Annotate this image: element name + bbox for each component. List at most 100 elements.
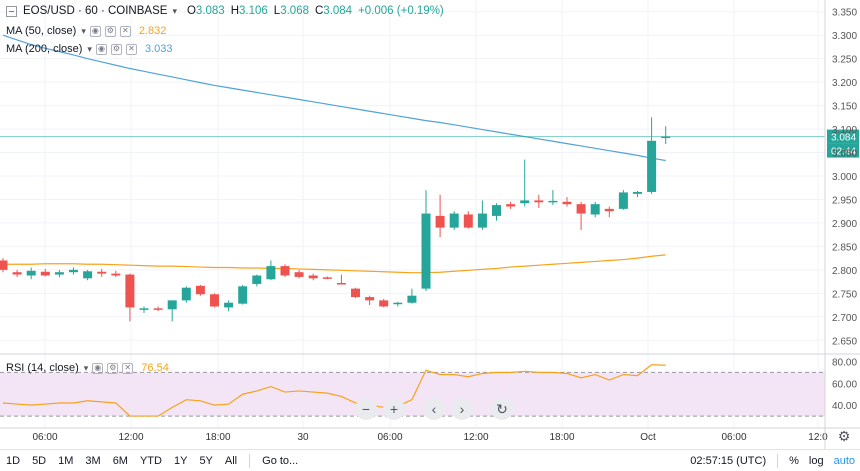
close-icon[interactable]: ✕	[119, 25, 131, 37]
range-5d-button[interactable]: 5D	[32, 454, 47, 467]
candle-body	[181, 287, 191, 301]
settings-icon[interactable]: ⚙	[110, 43, 122, 55]
close-icon[interactable]: ✕	[125, 43, 137, 55]
ma50-legend: MA (50, close) ▾ ◉ ⚙ ✕ 2.832	[6, 25, 166, 37]
goto-button[interactable]: Go to...	[262, 454, 299, 467]
candle-body	[562, 201, 572, 205]
close-label: C	[314, 5, 324, 17]
candle-body	[661, 136, 671, 139]
open-label: O	[186, 5, 196, 17]
symbol-legend: EOS/USD · 60 · COINBASE ▾ O3.083 H3.106 …	[6, 5, 444, 17]
high-label: H	[230, 5, 240, 17]
range-1m-button[interactable]: 1M	[58, 454, 74, 467]
close-value: 3.084	[323, 5, 353, 17]
candles	[0, 117, 671, 322]
ma200-legend: MA (200, close) ▾ ◉ ⚙ ✕ 3.033	[6, 43, 172, 55]
ma50-polyline	[3, 254, 666, 274]
range-3m-button[interactable]: 3M	[85, 454, 101, 467]
countdown-tag	[827, 143, 859, 158]
rsi-label[interactable]: RSI (14, close)	[6, 362, 79, 374]
price-tick-label: 2.750	[832, 289, 857, 300]
chevron-down-icon[interactable]: ▾	[87, 43, 92, 54]
candle-body	[224, 302, 234, 308]
candle-body	[210, 294, 219, 307]
clock-time[interactable]: 02:57:15 (UTC)	[690, 455, 767, 467]
candle-body	[54, 272, 64, 275]
last-price-line: 3.084 02:44	[0, 129, 859, 158]
zoom-out-button[interactable]: −	[355, 398, 377, 420]
candle-body	[336, 283, 346, 285]
eye-icon[interactable]: ◉	[92, 362, 104, 374]
candle-body	[506, 204, 516, 207]
symbol-title[interactable]: EOS/USD · 60 · COINBASE	[23, 5, 168, 17]
chevron-down-icon[interactable]: ▾	[172, 5, 177, 16]
ma50-label[interactable]: MA (50, close)	[6, 25, 77, 37]
zoom-in-button[interactable]: +	[383, 398, 405, 420]
candle-body	[633, 191, 642, 194]
candle-body	[379, 300, 389, 307]
divider	[777, 454, 779, 468]
candle-body	[26, 270, 36, 276]
scroll-right-button[interactable]: ›	[451, 398, 473, 420]
candle-body	[647, 140, 657, 192]
range-6m-button[interactable]: 6M	[112, 454, 128, 467]
percent-toggle[interactable]: %	[789, 455, 799, 467]
candle-body	[308, 275, 318, 279]
settings-icon[interactable]: ⚙	[107, 362, 119, 374]
time-tick-label: 06:00	[377, 432, 402, 443]
ma200-label[interactable]: MA (200, close)	[6, 43, 83, 55]
scroll-left-button[interactable]: ‹	[423, 398, 445, 420]
chevron-down-icon[interactable]: ▾	[83, 362, 89, 373]
last-price-tag	[827, 129, 859, 144]
candle-body	[463, 214, 473, 228]
open-value: 3.083	[195, 5, 225, 17]
candle-body	[492, 205, 501, 216]
candle-body	[266, 266, 276, 280]
rsi-tick-label: 60.00	[832, 379, 857, 390]
eye-icon[interactable]: ◉	[95, 43, 107, 55]
ma50-line	[3, 254, 666, 274]
chevron-down-icon[interactable]: ▾	[81, 25, 86, 36]
price-tick-label: 3.050	[832, 149, 857, 160]
divider	[249, 453, 251, 468]
candle-body	[12, 272, 22, 275]
log-toggle[interactable]: log	[808, 455, 824, 467]
time-tick-label: 12:00	[118, 432, 143, 443]
range-ytd-button[interactable]: YTD	[139, 454, 162, 467]
candle-body	[449, 213, 459, 228]
candle-body	[477, 213, 487, 228]
rsi-band-fill	[0, 372, 825, 417]
close-icon[interactable]: ✕	[122, 362, 134, 374]
range-all-button[interactable]: All	[224, 454, 238, 467]
price-tick-label: 2.950	[832, 195, 857, 206]
candle-body	[280, 266, 290, 276]
candle-body	[322, 277, 332, 279]
price-tick-label: 2.900	[832, 219, 857, 230]
candle-body	[435, 215, 445, 228]
candle-body	[69, 269, 78, 273]
range-1y-button[interactable]: 1Y	[173, 454, 188, 467]
candle-body	[393, 302, 403, 305]
rsi-line	[2, 364, 666, 417]
reset-chart-button[interactable]: ↻	[491, 398, 513, 420]
collapse-icon[interactable]	[6, 5, 17, 17]
price-tick-label: 2.800	[832, 266, 857, 277]
candle-body	[351, 288, 360, 298]
price-tick-label: 2.850	[832, 242, 857, 253]
range-5y-button[interactable]: 5Y	[199, 454, 213, 467]
settings-icon[interactable]: ⚙	[104, 25, 116, 37]
chart-settings-icon[interactable]: ⚙	[837, 427, 851, 444]
candle-body	[294, 272, 304, 277]
candle-body	[576, 204, 586, 214]
bottom-toolbar: 1D 5D 1M 3M 6M YTD 1Y 5Y All Go to... 02…	[0, 449, 860, 471]
low-label: L	[273, 5, 281, 17]
price-tick-label: 3.200	[832, 78, 857, 89]
ma50-value: 2.832	[138, 25, 167, 37]
auto-toggle[interactable]: auto	[833, 455, 855, 467]
price-tick-label: 3.350	[832, 8, 857, 19]
eye-icon[interactable]: ◉	[89, 25, 101, 37]
candle-body	[111, 273, 121, 276]
candle-body	[618, 192, 628, 209]
range-1d-button[interactable]: 1D	[6, 454, 21, 467]
